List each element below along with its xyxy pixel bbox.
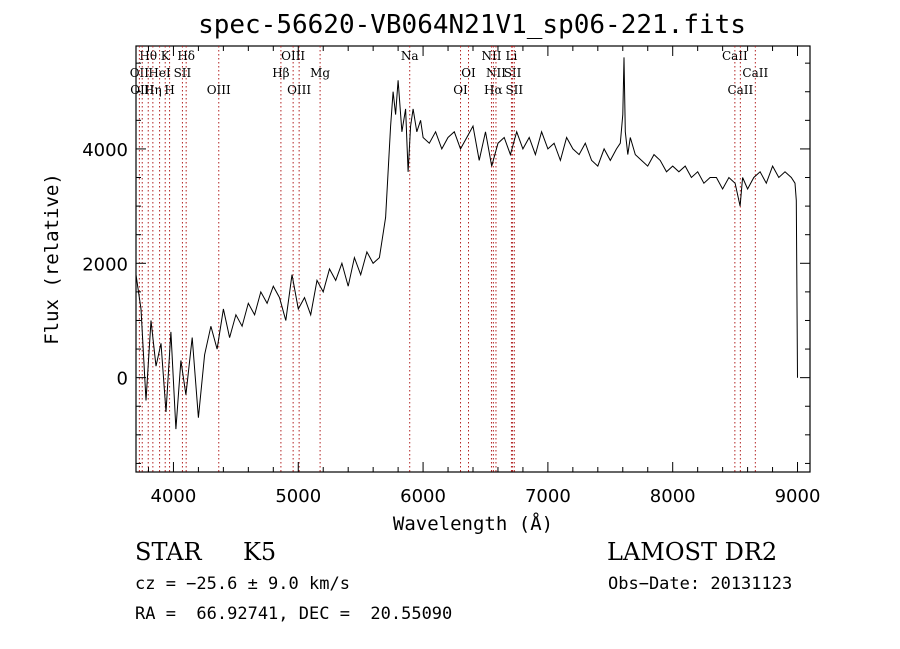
y-tick-label: 4000 [82, 140, 128, 161]
line-marker-label: Mg [310, 66, 330, 80]
coordinates-text: RA = 66.92741, DEC = 20.55090 [135, 604, 453, 624]
line-marker-label: Hβ [272, 66, 289, 80]
x-tick-label: 8000 [650, 486, 696, 507]
object-class: STAR [135, 538, 202, 566]
x-axis-ticks: 4000 5000 6000 7000 8000 9000 [147, 46, 821, 507]
line-marker-label: Hη [144, 83, 162, 97]
line-marker-label: SII [505, 83, 523, 97]
x-tick-label: 9000 [775, 486, 821, 507]
line-marker-label: K [161, 49, 171, 63]
x-axis-label: Wavelength (Å) [393, 512, 553, 535]
line-marker-label: OI [453, 83, 468, 97]
x-tick-label: 6000 [400, 486, 446, 507]
line-marker-label: SII [174, 66, 192, 80]
line-marker-label: OII [130, 66, 150, 80]
spectrum-series-line [135, 57, 798, 430]
redshift-text: cz = −25.6 ± 9.0 km/s [135, 574, 350, 594]
x-tick-label: 5000 [275, 486, 321, 507]
line-marker-label: OIII [130, 83, 154, 97]
line-marker-label: NII [481, 49, 501, 63]
survey-label: LAMOST DR2 [607, 538, 778, 566]
y-tick-label: 2000 [82, 254, 128, 275]
y-tick-label: 0 [117, 369, 128, 390]
line-marker-label: OIII [287, 83, 311, 97]
x-tick-label: 7000 [525, 486, 571, 507]
line-marker-label: Na [401, 49, 419, 63]
line-marker-label: CaII [727, 83, 753, 97]
object-subclass: K5 [243, 538, 277, 566]
y-axis-label: Flux (relative) [41, 173, 63, 345]
line-marker-label: Li [506, 49, 518, 63]
line-marker-label: OI [461, 66, 476, 80]
line-marker-label: CaII [722, 49, 748, 63]
chart-title: spec-56620-VB064N21V1_sp06-221.fits [198, 10, 746, 40]
y-axis-ticks: 0 2000 4000 [82, 62, 810, 464]
line-marker-label: CaII [742, 66, 768, 80]
line-marker-label: HeI [148, 66, 171, 80]
plot-frame [135, 45, 811, 473]
obs-date-text: Obs−Date: 20131123 [608, 574, 793, 594]
line-marker-label: OIII [207, 83, 231, 97]
line-marker-label: NII [486, 66, 506, 80]
line-marker-label: SII [504, 66, 522, 80]
line-marker-label: H [164, 83, 174, 97]
line-marker-label: Hα [484, 83, 503, 97]
line-marker-label: Hδ [177, 49, 195, 63]
line-marker-label: OIII [281, 49, 305, 63]
x-tick-label: 4000 [151, 486, 197, 507]
